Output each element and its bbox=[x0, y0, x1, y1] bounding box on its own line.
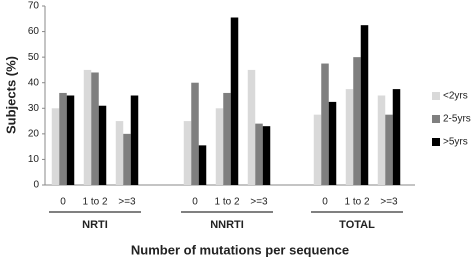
bar bbox=[83, 69, 92, 185]
group-label: NRTI bbox=[82, 219, 108, 231]
bar bbox=[59, 92, 67, 185]
bar bbox=[91, 72, 99, 185]
x-axis-title: Number of mutations per sequence bbox=[131, 242, 349, 257]
bar bbox=[247, 69, 256, 185]
bar bbox=[115, 121, 124, 185]
legend-swatch bbox=[432, 138, 440, 146]
bar bbox=[223, 92, 231, 185]
x-tick-label: 0 bbox=[60, 197, 66, 208]
bar bbox=[345, 89, 354, 185]
x-tick-label: 1 to 2 bbox=[214, 197, 239, 208]
bar bbox=[183, 121, 192, 185]
y-tick-label: 0 bbox=[33, 180, 39, 191]
y-tick-label: 20 bbox=[28, 128, 40, 139]
x-tick-label: 1 to 2 bbox=[82, 197, 107, 208]
y-tick-label: 50 bbox=[28, 52, 40, 63]
bar bbox=[392, 89, 401, 185]
legend-label: >5yrs bbox=[443, 137, 468, 148]
x-tick-label: >=3 bbox=[118, 197, 136, 208]
bar bbox=[198, 145, 207, 185]
bar bbox=[191, 82, 199, 185]
bar bbox=[123, 133, 131, 185]
group-label: TOTAL bbox=[339, 219, 375, 231]
bar bbox=[66, 95, 75, 185]
x-tick-label: >=3 bbox=[250, 197, 268, 208]
bar bbox=[51, 108, 60, 185]
bar bbox=[98, 105, 107, 185]
bar bbox=[360, 25, 369, 185]
legend-swatch bbox=[432, 115, 440, 123]
x-tick-label: >=3 bbox=[380, 197, 398, 208]
bar bbox=[377, 95, 386, 185]
y-tick-label: 10 bbox=[28, 154, 40, 165]
y-tick-label: 40 bbox=[28, 77, 40, 88]
x-tick-label: 0 bbox=[192, 197, 198, 208]
y-tick-label: 30 bbox=[28, 103, 40, 114]
y-tick-label: 70 bbox=[28, 1, 40, 12]
bar bbox=[230, 17, 239, 186]
x-tick-label: 1 to 2 bbox=[344, 197, 369, 208]
x-tick-label: 0 bbox=[322, 197, 328, 208]
bar bbox=[321, 63, 329, 185]
bar bbox=[353, 57, 361, 186]
bar bbox=[262, 126, 271, 185]
bar bbox=[313, 114, 322, 185]
bar bbox=[328, 101, 337, 185]
group-label: NNRTI bbox=[210, 219, 244, 231]
legend-swatch bbox=[432, 92, 440, 100]
legend-label: 2-5yrs bbox=[443, 114, 471, 125]
y-axis-title: Subjects (%) bbox=[3, 56, 18, 134]
legend-label: <2yrs bbox=[443, 91, 468, 102]
bar bbox=[385, 114, 393, 185]
bar bbox=[255, 123, 263, 185]
y-tick-label: 60 bbox=[28, 26, 40, 37]
bar bbox=[215, 108, 224, 185]
bar bbox=[130, 95, 139, 185]
